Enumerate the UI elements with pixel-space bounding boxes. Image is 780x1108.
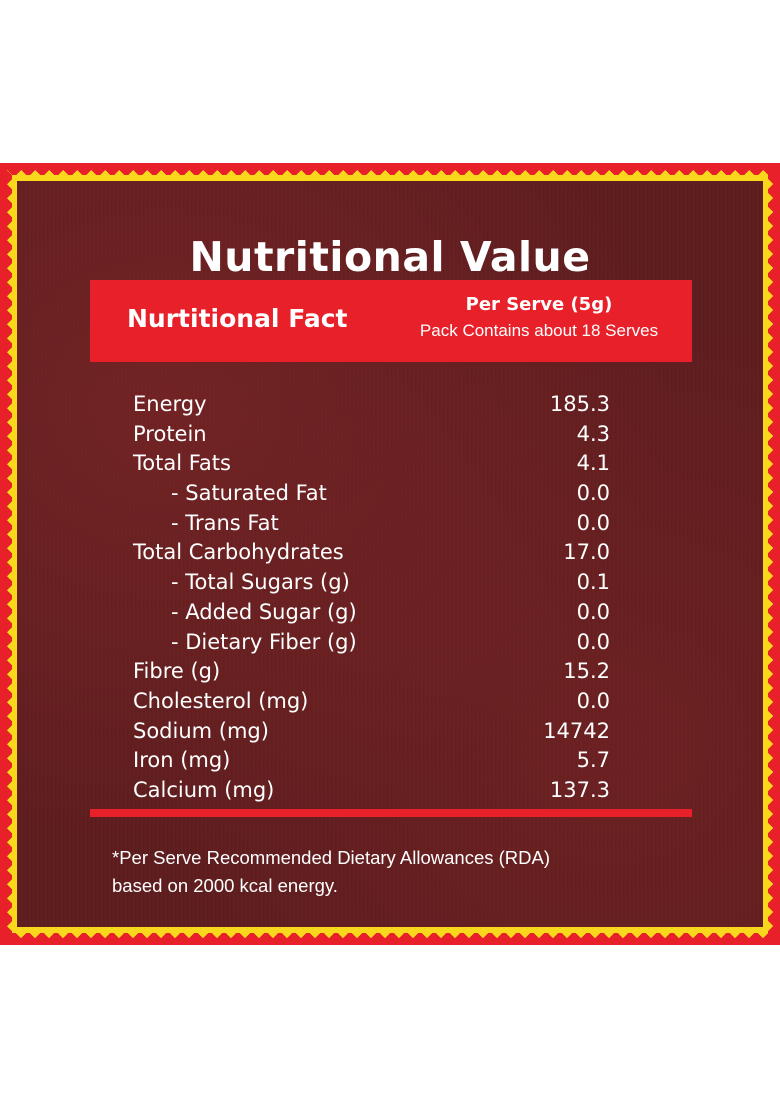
- nutrient-value: 0.0: [576, 629, 610, 654]
- zigzag-border-right: [768, 163, 780, 945]
- table-row: Total Carbohydrates 17.0: [133, 540, 610, 570]
- table-row: - Dietary Fiber (g) 0.0: [133, 630, 610, 660]
- table-row: Protein 4.3: [133, 422, 610, 452]
- table-row: - Total Sugars (g) 0.1: [133, 570, 610, 600]
- footnote-line-1: *Per Serve Recommended Dietary Allowance…: [112, 847, 551, 868]
- table-header: Nurtitional Fact Per Serve (5g) Pack Con…: [90, 280, 692, 362]
- nutrient-label: - Saturated Fat: [171, 481, 327, 506]
- zigzag-border-left: [0, 163, 12, 945]
- table-row: Total Fats 4.1: [133, 451, 610, 481]
- zigzag-border-top: [0, 163, 780, 175]
- divider: [90, 809, 692, 817]
- nutrient-label: - Total Sugars (g): [171, 570, 350, 595]
- nutrient-value: 0.0: [576, 599, 610, 624]
- rda-footnote: *Per Serve Recommended Dietary Allowance…: [112, 844, 712, 900]
- table-row: Calcium (mg) 137.3: [133, 778, 610, 808]
- pack-contains-label: Pack Contains about 18 Serves: [419, 321, 659, 340]
- nutrient-label: Sodium (mg): [133, 718, 269, 743]
- nutrient-value: 137.3: [549, 777, 610, 802]
- table-row: Energy 185.3: [133, 392, 610, 422]
- nutrient-value: 4.3: [576, 421, 610, 446]
- nutrient-label: Total Carbohydrates: [133, 540, 344, 565]
- table-row: Iron (mg) 5.7: [133, 748, 610, 778]
- table-row: - Added Sugar (g) 0.0: [133, 600, 610, 630]
- nutrient-label: - Trans Fat: [171, 510, 279, 535]
- nutrient-value: 185.3: [549, 392, 610, 416]
- nutrient-value: 4.1: [576, 451, 610, 476]
- nutrient-label: - Added Sugar (g): [171, 599, 357, 624]
- table-row: - Trans Fat 0.0: [133, 511, 610, 541]
- nutrient-label: Calcium (mg): [133, 777, 275, 802]
- footnote-line-2: based on 2000 kcal energy.: [112, 875, 338, 896]
- nutrient-value: 14742: [543, 718, 610, 743]
- table-row: Sodium (mg) 14742: [133, 719, 610, 749]
- nutrient-value: 0.0: [576, 481, 610, 506]
- nutrient-label: Iron (mg): [133, 748, 231, 773]
- nutrient-label: Fibre (g): [133, 659, 221, 684]
- nutrient-value: 17.0: [563, 540, 610, 565]
- nutrient-value: 0.1: [576, 570, 610, 595]
- page-title: Nutritional Value: [189, 233, 591, 281]
- nutrient-label: Protein: [133, 421, 207, 446]
- nutrient-value: 0.0: [576, 510, 610, 535]
- nutrient-label: Total Fats: [133, 451, 231, 476]
- table-row: Cholesterol (mg) 0.0: [133, 689, 610, 719]
- nutrient-value: 5.7: [576, 748, 610, 773]
- nutrient-label: Energy: [133, 392, 207, 416]
- nutrient-label: Cholesterol (mg): [133, 688, 309, 713]
- table-row: Fibre (g) 15.2: [133, 659, 610, 689]
- nutrition-panel: Nutritional Value Nurtitional Fact Per S…: [17, 181, 763, 927]
- nutrient-value: 0.0: [576, 688, 610, 713]
- header-serving-info: Per Serve (5g) Pack Contains about 18 Se…: [404, 294, 674, 341]
- per-serve-label: Per Serve (5g): [465, 294, 613, 315]
- nutrient-label: - Dietary Fiber (g): [171, 629, 357, 654]
- nutrient-value: 15.2: [563, 659, 610, 684]
- zigzag-border-bottom: [0, 933, 780, 945]
- nutrient-table: Energy 185.3 Protein 4.3 Total Fats 4.1 - Satu…: [133, 392, 610, 808]
- decorative-frame: Nutritional Value Nurtitional Fact Per S…: [0, 163, 780, 945]
- header-fact-label: Nurtitional Fact: [127, 304, 348, 333]
- table-row: - Saturated Fat 0.0: [133, 481, 610, 511]
